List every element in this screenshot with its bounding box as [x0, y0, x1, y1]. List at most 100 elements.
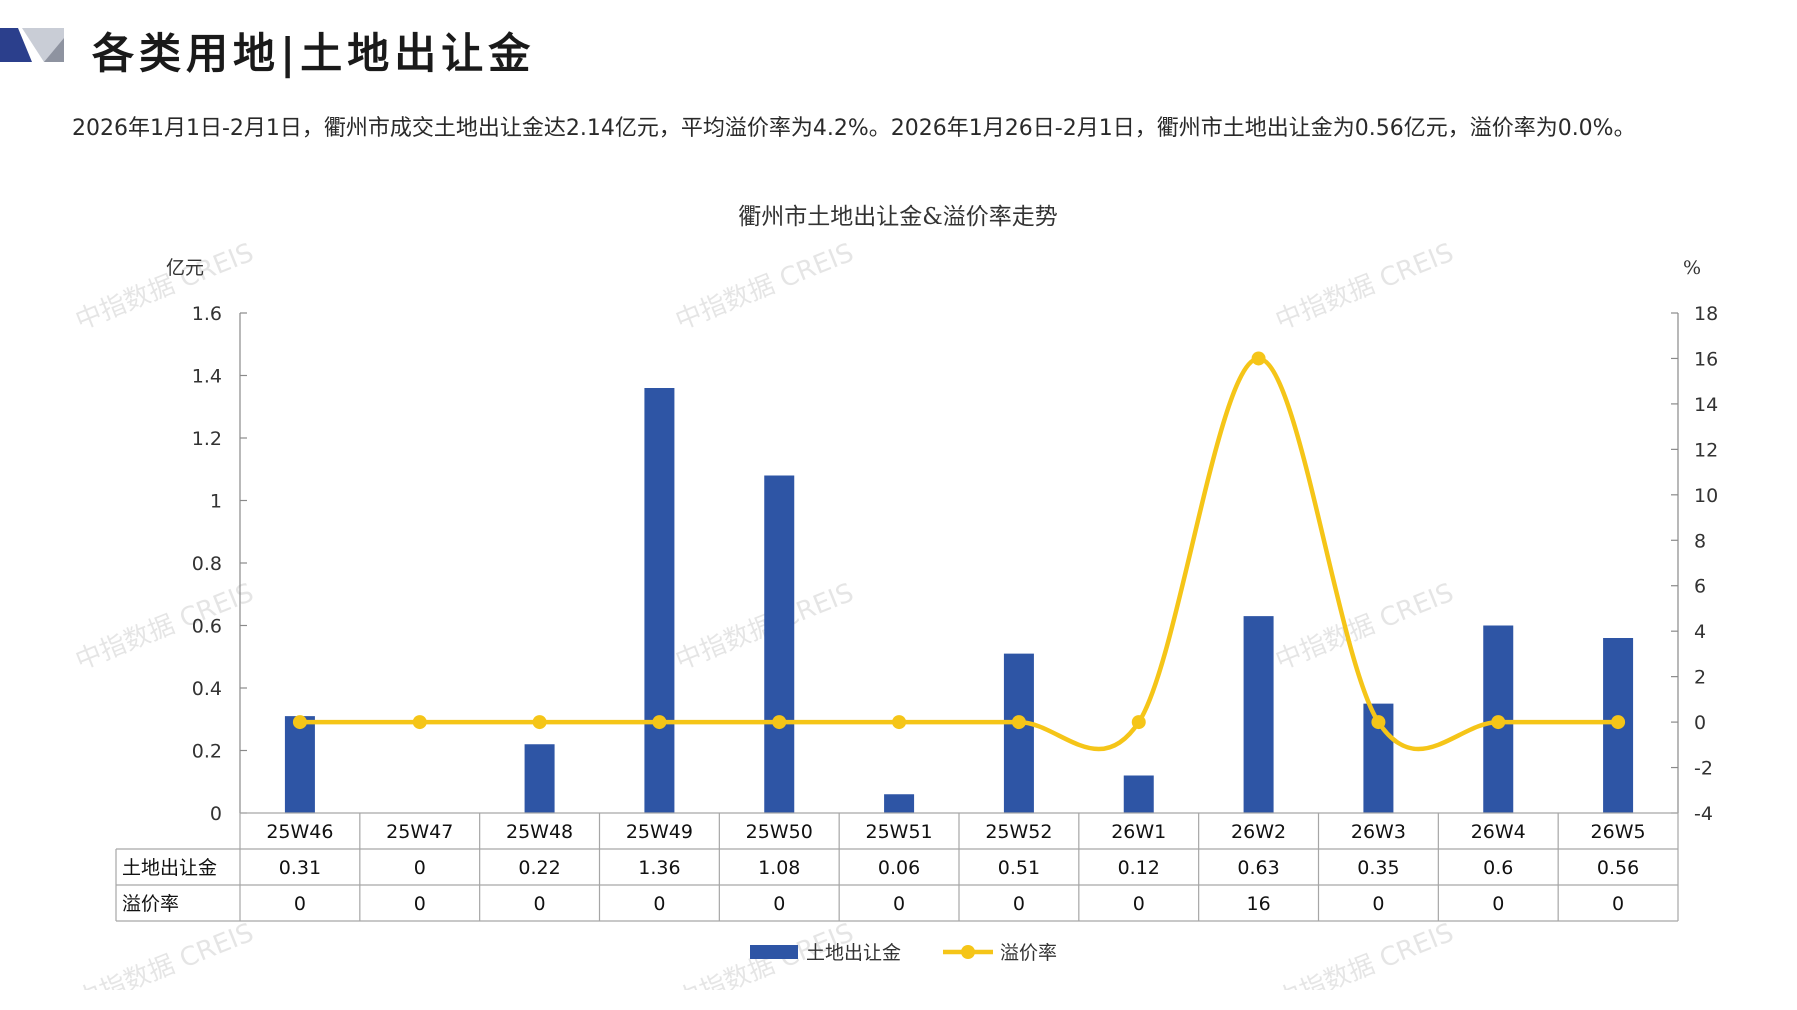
brand-logo: [0, 28, 64, 62]
line-point: [412, 715, 427, 730]
watermark-text: 中指数据 CREIS: [71, 238, 258, 337]
line-value-label: 0: [534, 893, 546, 915]
table-row-header: 溢价率: [122, 893, 179, 915]
bar: [884, 794, 915, 813]
watermark-text: 中指数据 CREIS: [71, 918, 258, 990]
category-label: 25W50: [746, 821, 813, 843]
bar-value-label: 0.56: [1597, 857, 1639, 879]
category-label: 26W4: [1471, 821, 1526, 843]
line-value-label: 0: [414, 893, 426, 915]
bar-value-label: 0.12: [1118, 857, 1160, 879]
line-point: [1491, 715, 1506, 730]
category-label: 25W52: [985, 821, 1052, 843]
left-axis-tick-label: 0.8: [192, 553, 222, 575]
line-point: [652, 715, 667, 730]
line-point: [1251, 351, 1266, 366]
left-axis-tick-label: 0.4: [192, 678, 222, 700]
bar: [1003, 653, 1034, 813]
watermark-text: 中指数据 CREIS: [1271, 918, 1458, 990]
left-axis-tick-label: 0.6: [192, 616, 222, 638]
bar-value-label: 0: [414, 857, 426, 879]
category-label: 26W2: [1231, 821, 1286, 843]
legend-bar-swatch: [750, 945, 798, 959]
bar-value-label: 1.08: [758, 857, 800, 879]
right-axis-tick-label: 12: [1694, 439, 1718, 461]
watermark-text: 中指数据 CREIS: [671, 238, 858, 337]
bar-value-label: 0.22: [518, 857, 560, 879]
right-axis-tick-label: 18: [1694, 303, 1718, 325]
bar: [764, 475, 795, 813]
right-axis-tick-label: 2: [1694, 667, 1706, 689]
data-table: 25W46 25W47 25W48 25W49 25W50 25W51 25W52 26W1 2…: [115, 812, 1679, 922]
line-point: [1371, 715, 1386, 730]
line-point: [1011, 715, 1026, 730]
line-value-label: 0: [893, 893, 905, 915]
line-point: [532, 715, 547, 730]
right-axis-tick-label: 6: [1694, 576, 1706, 598]
chart-title: 衢州市土地出让金&溢价率走势: [738, 204, 1057, 230]
left-axis-tick-label: 1.4: [192, 366, 222, 388]
line-point: [292, 715, 307, 730]
category-label: 26W1: [1111, 821, 1166, 843]
right-axis-tick-label: 0: [1694, 712, 1706, 734]
line-value-label: 0: [1372, 893, 1384, 915]
left-axis-tick-label: 0.2: [192, 741, 222, 763]
right-axis-tick-label: 4: [1694, 621, 1706, 643]
category-label: 25W47: [386, 821, 453, 843]
bar-value-label: 0.6: [1483, 857, 1513, 879]
right-axis-tick-label: 16: [1694, 348, 1718, 370]
left-axis-tick-label: 1.6: [192, 303, 222, 325]
bar: [284, 716, 315, 813]
category-label: 25W46: [266, 821, 333, 843]
combo-chart: 中指数据 CREIS 中指数据 CREIS 中指数据 CREIS 中指数据 CREIS…: [71, 204, 1718, 990]
legend-label: 土地出让金: [806, 942, 901, 964]
premium-rate-line: [299, 356, 1619, 752]
watermark-text: 中指数据 CREIS: [71, 578, 258, 677]
category-label: 25W51: [866, 821, 933, 843]
watermark-text: 中指数据 CREIS: [1271, 578, 1458, 677]
line-point: [1611, 715, 1626, 730]
left-axis-unit: 亿元: [166, 257, 204, 279]
summary-text: 2026年1月1日-2月1日，衢州市成交土地出让金达2.14亿元，平均溢价率为4…: [72, 116, 1636, 141]
right-axis-tick-label: -4: [1694, 803, 1713, 825]
bar-value-label: 0.06: [878, 857, 920, 879]
category-label: 26W3: [1351, 821, 1406, 843]
bar-value-label: 1.36: [638, 857, 680, 879]
left-axis-tick-label: 0: [210, 803, 222, 825]
right-axis-tick-label: 14: [1694, 394, 1718, 416]
bar: [1243, 616, 1274, 813]
category-label: 26W5: [1591, 821, 1646, 843]
line-series: [292, 351, 1626, 752]
category-label: 25W49: [626, 821, 693, 843]
table-row-header: 土地出让金: [122, 857, 217, 879]
line-value-label: 16: [1246, 893, 1270, 915]
line-value-label: 0: [653, 893, 665, 915]
legend-label: 溢价率: [1000, 942, 1057, 964]
line-value-label: 0: [1133, 893, 1145, 915]
bar-value-label: 0.63: [1237, 857, 1279, 879]
left-axis-tick-label: 1: [210, 491, 222, 513]
bar-value-label: 0.51: [998, 857, 1040, 879]
line-point: [772, 715, 787, 730]
left-axis-tick-label: 1.2: [192, 428, 222, 450]
bar-value-label: 0.35: [1357, 857, 1399, 879]
bar: [1123, 775, 1154, 813]
category-label: 25W48: [506, 821, 573, 843]
right-axis-tick-label: -2: [1694, 758, 1713, 780]
legend: 土地出让金 溢价率: [750, 942, 1057, 964]
page-title: 各类用地|土地出让金: [92, 29, 536, 78]
line-value-label: 0: [1612, 893, 1624, 915]
line-value-label: 0: [1013, 893, 1025, 915]
line-point: [892, 715, 907, 730]
line-value-label: 0: [1492, 893, 1504, 915]
axes: 0 0.2 0.4 0.6 0.8 1 1.2 1.4 1.6 -4 -2 0 2 4 6 8 10 12 14 16…: [192, 303, 1718, 825]
right-axis-unit: %: [1683, 257, 1701, 279]
right-axis-tick-label: 8: [1694, 530, 1706, 552]
bar: [644, 388, 675, 813]
legend-line-marker: [961, 945, 975, 959]
line-value-label: 0: [773, 893, 785, 915]
watermark-text: 中指数据 CREIS: [1271, 238, 1458, 337]
right-axis-tick-label: 10: [1694, 485, 1718, 507]
bar-value-label: 0.31: [279, 857, 321, 879]
line-value-label: 0: [294, 893, 306, 915]
